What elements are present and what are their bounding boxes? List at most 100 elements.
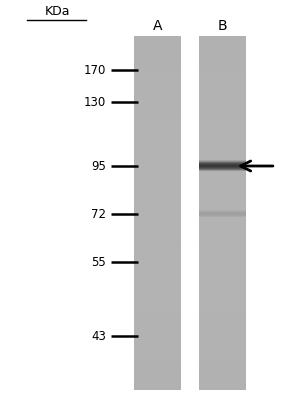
Bar [134, 278, 181, 284]
Bar [199, 319, 246, 325]
Bar [199, 54, 246, 60]
Bar [199, 207, 246, 213]
Bar [199, 190, 246, 195]
Bar [134, 378, 181, 384]
Bar [134, 154, 181, 160]
Bar [199, 48, 246, 54]
Bar [199, 210, 246, 211]
Bar [199, 124, 246, 130]
Text: 95: 95 [91, 160, 106, 172]
Bar [199, 290, 246, 296]
Bar [199, 302, 246, 308]
Bar [199, 225, 246, 231]
Bar [134, 36, 181, 390]
Text: 55: 55 [91, 256, 106, 268]
Bar [199, 36, 246, 390]
Bar [134, 107, 181, 113]
Bar [199, 60, 246, 66]
Text: A: A [153, 19, 162, 33]
Bar [199, 325, 246, 331]
Bar [134, 360, 181, 366]
Bar [199, 349, 246, 354]
Bar [134, 148, 181, 154]
Bar [134, 54, 181, 60]
Bar [134, 136, 181, 142]
Bar [199, 83, 246, 89]
Bar [199, 101, 246, 107]
Bar [134, 296, 181, 302]
Bar [199, 354, 246, 360]
Bar [134, 354, 181, 360]
Bar [134, 325, 181, 331]
Bar [199, 118, 246, 124]
Bar [199, 266, 246, 272]
Bar [199, 178, 246, 184]
Bar [199, 331, 246, 337]
Bar [134, 201, 181, 207]
Bar [134, 219, 181, 225]
Bar [134, 190, 181, 195]
Bar [199, 231, 246, 237]
Bar [134, 308, 181, 313]
Bar [199, 154, 246, 160]
Bar [199, 77, 246, 83]
Bar [134, 178, 181, 184]
Bar [134, 372, 181, 378]
Bar [134, 166, 181, 172]
Bar [134, 42, 181, 48]
Bar [134, 331, 181, 337]
Bar [134, 302, 181, 308]
Text: 170: 170 [84, 64, 106, 76]
Bar [199, 372, 246, 378]
Bar [134, 248, 181, 254]
Bar [134, 366, 181, 372]
Bar [199, 172, 246, 178]
Bar [134, 236, 181, 242]
Bar [134, 66, 181, 71]
Bar [199, 201, 246, 207]
Bar [199, 95, 246, 101]
Bar [199, 148, 246, 154]
Bar [199, 366, 246, 372]
Bar [199, 160, 246, 166]
Bar [199, 142, 246, 148]
Bar [199, 36, 246, 42]
Bar [134, 284, 181, 290]
Bar [199, 166, 246, 172]
Bar [134, 142, 181, 148]
Bar [199, 113, 246, 119]
Bar [199, 343, 246, 349]
Bar [199, 184, 246, 190]
Bar [134, 319, 181, 325]
Bar [134, 272, 181, 278]
Bar [199, 360, 246, 366]
Bar [199, 308, 246, 313]
Bar [134, 36, 181, 42]
Bar [199, 216, 246, 217]
Bar [134, 213, 181, 219]
Bar [199, 195, 246, 201]
Bar [134, 313, 181, 319]
Bar [134, 160, 181, 166]
Bar [134, 172, 181, 178]
Bar [134, 184, 181, 190]
Bar [199, 219, 246, 225]
Bar [199, 212, 246, 213]
Bar [199, 107, 246, 113]
Bar [199, 136, 246, 142]
Bar [199, 215, 246, 216]
Bar [199, 66, 246, 71]
Bar [199, 130, 246, 136]
Bar [134, 343, 181, 349]
Bar [134, 242, 181, 248]
Bar [134, 195, 181, 201]
Bar [199, 278, 246, 284]
Bar [199, 254, 246, 260]
Bar [134, 254, 181, 260]
Bar [134, 124, 181, 130]
Bar [199, 89, 246, 95]
Bar [134, 349, 181, 354]
Bar [134, 48, 181, 54]
Text: B: B [218, 19, 228, 33]
Bar [134, 266, 181, 272]
